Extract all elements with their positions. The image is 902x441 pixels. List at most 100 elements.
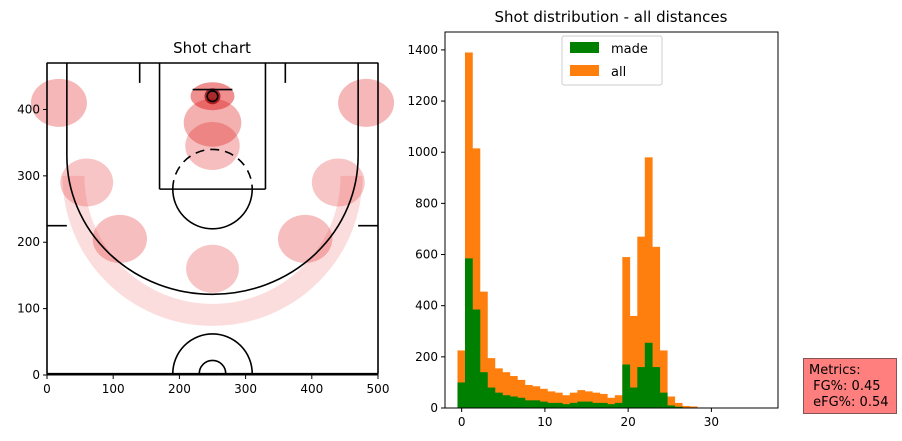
bar-made xyxy=(524,400,533,408)
heat-spot xyxy=(311,158,365,207)
bar-made xyxy=(517,397,526,408)
bar-all xyxy=(667,396,676,408)
bar-made xyxy=(592,402,601,408)
bar-made xyxy=(494,392,503,408)
legend-swatch-made xyxy=(570,42,599,53)
bar-all xyxy=(592,392,601,408)
bar-made xyxy=(577,401,586,408)
histogram-y-axis: 0 200 400 600 800 1000 1200 1400 xyxy=(407,43,445,415)
y-tick-label: 1400 xyxy=(407,43,438,57)
bar-made xyxy=(547,402,556,408)
bar-made xyxy=(509,396,518,408)
bar-all xyxy=(554,392,563,408)
bar-made xyxy=(502,395,511,408)
bar-all xyxy=(659,350,668,408)
bar-all xyxy=(464,52,473,408)
shot-chart-title: Shot chart xyxy=(173,39,251,57)
metrics-title: Metrics: xyxy=(809,363,861,378)
heat-spot xyxy=(186,244,239,293)
y-tick-label: 200 xyxy=(17,235,40,249)
bar-made xyxy=(644,342,653,408)
shot-chart-y-axis: 0 100 200 300 400 xyxy=(17,102,47,382)
x-tick-label: 300 xyxy=(234,382,257,396)
bar-made xyxy=(554,402,563,408)
y-tick-label: 0 xyxy=(430,401,438,415)
legend-label-all: all xyxy=(611,65,626,80)
y-tick-label: 800 xyxy=(415,196,438,210)
bar-all xyxy=(479,291,488,408)
y-tick-label: 200 xyxy=(415,350,438,364)
bar-made xyxy=(472,309,481,408)
histogram-series-all xyxy=(457,52,721,408)
histogram-legend: made all xyxy=(561,35,663,86)
y-tick-label: 300 xyxy=(17,169,40,183)
bar-all xyxy=(652,246,661,408)
center-circle-inner xyxy=(198,359,227,374)
bar-all xyxy=(562,395,571,408)
histogram-series-made xyxy=(457,258,698,408)
bar-made xyxy=(659,392,668,408)
heat-spot xyxy=(185,121,240,170)
y-tick-label: 1200 xyxy=(407,94,438,108)
y-tick-label: 400 xyxy=(415,299,438,313)
bar-all xyxy=(577,390,586,408)
bar-made xyxy=(629,387,638,408)
bar-all xyxy=(584,391,593,408)
histogram-chart: Shot distribution - all distances 0 10 20 3… xyxy=(407,8,779,429)
bar-all xyxy=(517,379,526,408)
bar-made xyxy=(622,364,631,408)
bar-all xyxy=(457,350,466,408)
bar-all xyxy=(472,148,481,408)
shot-chart-frame xyxy=(46,62,379,376)
bar-all xyxy=(614,395,623,408)
y-tick-label: 1000 xyxy=(407,145,438,159)
bar-all xyxy=(487,358,496,408)
legend-label-made: made xyxy=(611,42,648,57)
free-throw-circle-lower xyxy=(171,189,254,230)
bar-all xyxy=(502,372,511,408)
metrics-box: Metrics: FG%: 0.45 eFG%: 0.54 xyxy=(803,358,897,414)
x-tick-label: 500 xyxy=(367,382,390,396)
x-tick-label: 0 xyxy=(43,382,51,396)
y-tick-label: 400 xyxy=(17,102,40,116)
x-tick-label: 30 xyxy=(704,415,719,429)
y-tick-label: 100 xyxy=(17,302,40,316)
heat-spot xyxy=(338,78,395,127)
histogram-x-axis: 0 10 20 30 xyxy=(458,408,719,429)
x-tick-label: 200 xyxy=(168,382,191,396)
bar-made xyxy=(487,387,496,408)
heat-arc xyxy=(62,175,363,326)
center-circle-outer xyxy=(171,333,254,374)
bar-made xyxy=(457,382,466,408)
bar-made xyxy=(584,401,593,408)
bar-made xyxy=(614,402,623,408)
shot-chart-x-axis: 0 100 200 300 400 500 xyxy=(43,375,389,396)
shot-chart: Shot chart 0 100 200 300 400 500 0 100 200 300 40… xyxy=(17,39,395,396)
bar-all xyxy=(637,236,646,408)
free-throw-circle-upper xyxy=(171,148,254,190)
x-tick-label: 0 xyxy=(458,415,466,429)
metrics-efg: eFG%: 0.54 xyxy=(809,395,889,410)
y-tick-label: 600 xyxy=(415,248,438,262)
heat-spot xyxy=(30,78,87,127)
bar-all xyxy=(689,406,698,408)
bar-all xyxy=(494,368,503,408)
bar-made xyxy=(652,367,661,408)
bar-made xyxy=(479,372,488,408)
legend-swatch-all xyxy=(570,65,599,76)
hoop xyxy=(206,90,219,103)
bar-all xyxy=(532,386,541,408)
three-point-arc xyxy=(66,155,359,296)
bar-all xyxy=(682,405,691,408)
bar-all xyxy=(599,393,608,408)
bar-made xyxy=(599,402,608,408)
bar-all xyxy=(644,157,653,408)
bar-all xyxy=(509,376,518,408)
bar-all xyxy=(569,392,578,408)
x-tick-label: 400 xyxy=(300,382,323,396)
heat-spot xyxy=(60,158,114,207)
bar-all xyxy=(674,402,683,408)
bar-made xyxy=(562,404,571,408)
heat-spot xyxy=(183,98,242,147)
